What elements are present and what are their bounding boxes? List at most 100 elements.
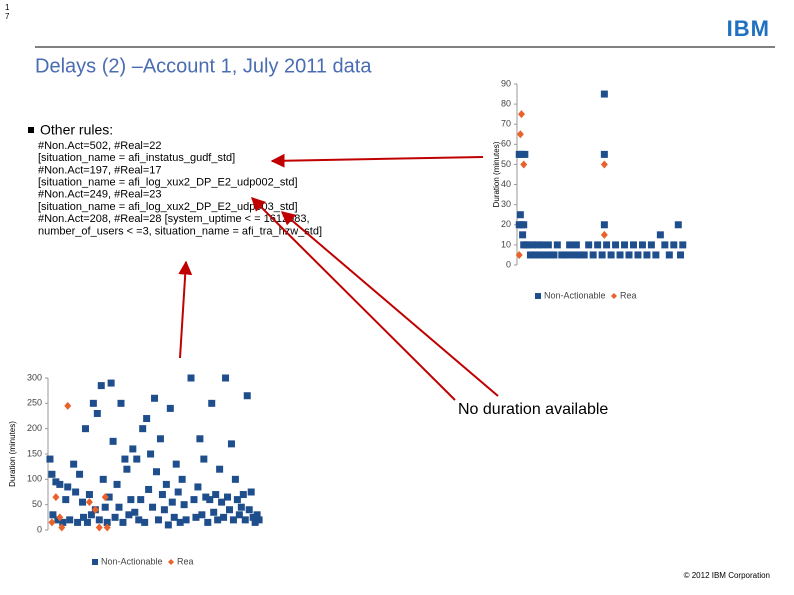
point (255, 516, 263, 524)
point (600, 150, 608, 158)
point (56, 480, 64, 488)
rule-line: [situation_name = afi_log_xux2_DP_E2_udp… (38, 177, 298, 189)
point (105, 493, 113, 501)
point (147, 450, 155, 458)
legend-marker (168, 559, 174, 565)
point (58, 523, 66, 532)
point (74, 518, 82, 526)
point (521, 150, 529, 158)
point (647, 241, 655, 249)
point (190, 496, 198, 504)
point (222, 374, 230, 382)
point (553, 241, 561, 249)
point (170, 513, 178, 521)
point (544, 241, 552, 249)
point (600, 160, 608, 169)
point (59, 518, 67, 526)
point (72, 488, 80, 496)
rule-line: [situation_name = afi_instatus_gudf_std] (38, 152, 235, 164)
point (48, 470, 56, 478)
point (156, 435, 164, 443)
point (196, 435, 204, 443)
y-tick-label: 20 (501, 219, 511, 229)
point (670, 241, 678, 249)
point (208, 399, 216, 407)
point (562, 251, 570, 259)
y-tick-label: 90 (501, 78, 511, 88)
point (162, 480, 170, 488)
y-tick-label: 200 (27, 423, 42, 433)
point (251, 518, 259, 526)
point (585, 241, 593, 249)
point (598, 251, 606, 259)
rule-line: #Non.Act=502, #Real=22 (38, 140, 162, 152)
point (665, 251, 673, 259)
point (139, 425, 147, 433)
y-tick-label: 60 (501, 139, 511, 149)
point (643, 251, 651, 259)
y-tick-label: 80 (501, 98, 511, 108)
y-tick-label: 150 (27, 448, 42, 458)
point (638, 241, 646, 249)
point (566, 241, 574, 249)
bullet-text: Other rules: (40, 122, 113, 138)
point (62, 496, 70, 504)
y-axis-title: Duration (minutes) (492, 141, 501, 207)
point (529, 241, 537, 249)
point (516, 211, 524, 219)
point (220, 513, 228, 521)
point (180, 501, 188, 509)
point (538, 241, 546, 249)
point (541, 251, 549, 259)
point (569, 251, 577, 259)
point (677, 251, 685, 259)
point (107, 379, 115, 387)
callout: No duration available (458, 401, 608, 418)
point (64, 401, 72, 410)
point (143, 415, 151, 423)
slide-title: Delays (2) –Account 1, July 2011 data (35, 55, 372, 77)
page-number: 1 (5, 3, 10, 12)
point (679, 241, 687, 249)
y-tick-label: 0 (506, 259, 511, 269)
point (52, 493, 60, 502)
point (600, 90, 608, 98)
point (253, 511, 261, 519)
point (153, 468, 160, 476)
point (127, 496, 135, 504)
point (249, 513, 257, 521)
point (558, 251, 566, 259)
point (141, 518, 149, 526)
point (652, 251, 660, 259)
point (93, 409, 101, 417)
page-number: 7 (5, 12, 10, 21)
point (87, 511, 95, 519)
point (145, 485, 153, 493)
point (149, 503, 157, 511)
rules: #Non.Act=502, #Real=22 [situation_name =… (38, 140, 322, 237)
point (516, 130, 524, 139)
legend-label: Non-Actionable (101, 556, 163, 566)
point (656, 231, 664, 239)
rule-line: #Non.Act=197, #Real=17 (38, 164, 162, 176)
point (526, 251, 534, 259)
y-tick-label: 100 (27, 474, 42, 484)
point (80, 513, 88, 521)
point (520, 221, 528, 229)
point (625, 251, 633, 259)
point (103, 523, 111, 532)
rule-line: number_of_users < =3, situation_name = a… (38, 225, 322, 237)
point (231, 475, 239, 483)
point (85, 498, 93, 507)
point (224, 493, 232, 501)
y-tick-label: 70 (501, 119, 511, 129)
point (216, 465, 224, 473)
point (603, 241, 611, 249)
legend-marker (611, 293, 617, 299)
y-axis-title: Duration (minutes) (8, 421, 17, 487)
point (247, 488, 255, 496)
logo: IBM (727, 16, 770, 41)
point (121, 455, 129, 463)
point (531, 251, 539, 259)
point (535, 251, 543, 259)
